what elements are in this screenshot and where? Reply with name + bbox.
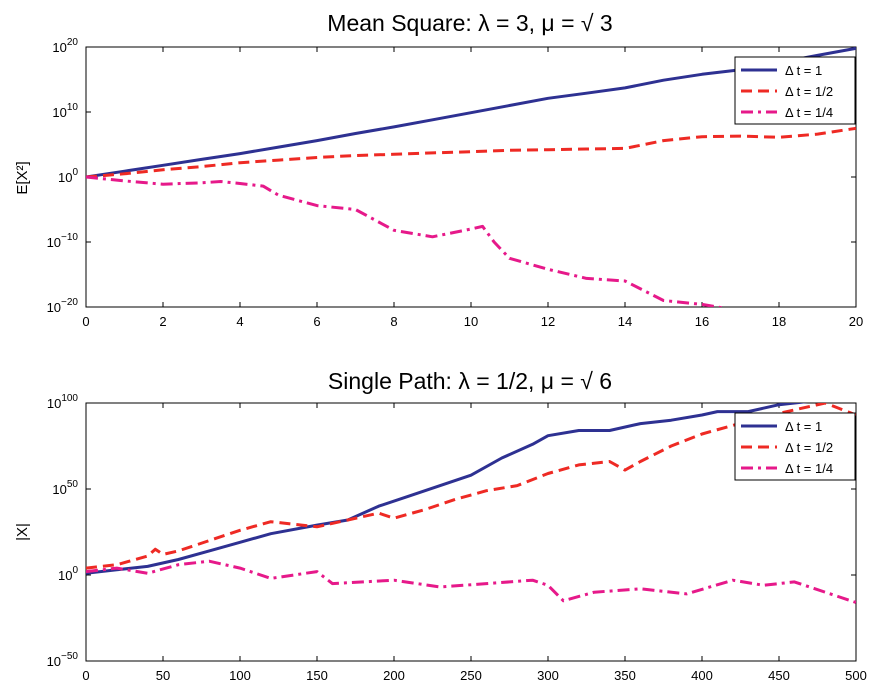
x-tick-label: 0 [82,314,89,329]
y-tick-label: 1050 [52,479,78,497]
y-axis-label: E[X²] [14,161,31,194]
series-group [86,403,856,604]
x-tick-label: 18 [772,314,786,329]
chart-title: Single Path: λ = 1/2, μ = √ 6 [328,368,612,394]
y-tick-label: 1010 [52,102,78,120]
x-tick-label: 2 [159,314,166,329]
x-tick-label: 8 [390,314,397,329]
y-tick-label: 10−50 [47,651,79,669]
x-tick-label: 10 [464,314,478,329]
x-tick-label: 500 [845,668,867,683]
x-tick-label: 300 [537,668,559,683]
y-tick-label: 10−20 [47,297,79,315]
x-tick-label: 0 [82,668,89,683]
x-tick-label: 20 [849,314,863,329]
legend-label: Δ t = 1/2 [785,84,833,99]
x-tick-label: 200 [383,668,405,683]
x-tick-label: 100 [229,668,251,683]
legend: Δ t = 1 Δ t = 1/2 Δ t = 1/4 [734,56,856,125]
y-tick-label: 10−10 [47,232,79,250]
legend-label: Δ t = 1 [785,419,822,434]
y-tick-label: 1020 [52,37,78,55]
plot-area: 0 2 4 6 8 10 12 14 16 18 20 1020 1010 100 10−10 10−20 Δ … [47,37,864,329]
series-line [86,403,856,570]
x-tick-label: 400 [691,668,713,683]
x-tick-label: 12 [541,314,555,329]
series-line [86,559,856,604]
legend-label: Δ t = 1/4 [785,461,833,476]
x-tick-label: 250 [460,668,482,683]
legend-box [734,56,856,125]
legend: Δ t = 1 Δ t = 1/2 Δ t = 1/4 [734,412,856,481]
series-line [86,175,727,307]
x-tick-label: 350 [614,668,636,683]
series-line [86,403,809,575]
chart-title: Mean Square: λ = 3, μ = √ 3 [327,10,612,36]
x-tick-label: 450 [768,668,790,683]
y-tick-label: 100 [58,565,78,583]
single-path-chart: Single Path: λ = 1/2, μ = √ 6 |X| 0 50 100… [14,368,867,683]
x-tick-label: 14 [618,314,632,329]
legend-label: Δ t = 1 [785,63,822,78]
y-tick-label: 100 [58,167,78,185]
series-group [86,47,856,307]
series-line [86,126,856,179]
legend-box [734,412,856,481]
plot-area: 0 50 100 150 200 250 300 350 400 450 500 10100 1050 1… [47,393,867,683]
x-tick-label: 4 [236,314,243,329]
mean-square-chart: Mean Square: λ = 3, μ = √ 3 E[X²] 0 2 4 6 8 1… [14,10,863,329]
x-tick-label: 150 [306,668,328,683]
legend-label: Δ t = 1/2 [785,440,833,455]
legend-label: Δ t = 1/4 [785,105,833,120]
series-line [86,47,856,179]
x-tick-label: 50 [156,668,170,683]
x-tick-label: 16 [695,314,709,329]
y-tick-label: 10100 [47,393,79,411]
y-axis-label: |X| [14,523,31,541]
x-tick-label: 6 [313,314,320,329]
